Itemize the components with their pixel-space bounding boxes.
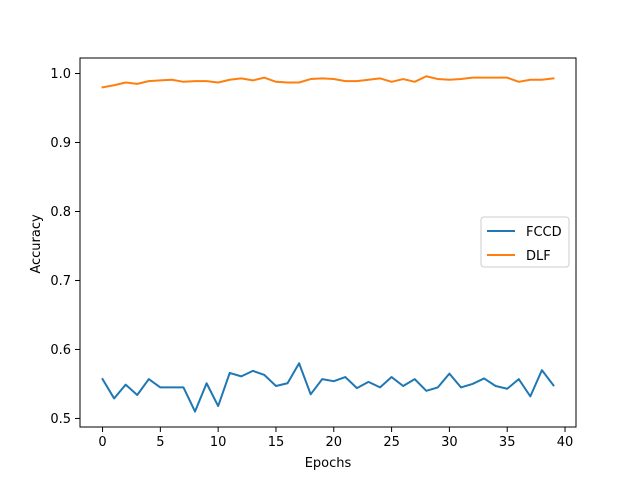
x-tick-label: 5 <box>156 435 164 450</box>
y-tick-label: 0.6 <box>50 343 71 358</box>
y-tick-label: 0.8 <box>50 205 71 220</box>
y-tick-label: 1.0 <box>50 67 71 82</box>
series-line-fccd <box>101 362 555 413</box>
y-axis-title: Accuracy <box>29 214 44 274</box>
x-tick-label: 30 <box>441 435 458 450</box>
legend-label-dlf: DLF <box>526 249 551 264</box>
legend-label-fccd: FCCD <box>526 225 562 240</box>
axes: 0 5 10 15 20 25 30 35 40 0.5 0.6 0.7 0.8 0.9 1.0 <box>50 57 577 450</box>
plot-frame <box>79 57 577 428</box>
y-tick-label: 0.9 <box>50 136 71 151</box>
x-axis-title: Epochs <box>305 456 352 471</box>
x-tick-label: 35 <box>499 435 516 450</box>
legend: FCCD DLF <box>480 216 570 268</box>
y-tick-label: 0.5 <box>50 412 71 427</box>
series-lines <box>101 75 555 413</box>
series-line-dlf <box>101 75 555 89</box>
x-tick-label: 15 <box>268 435 285 450</box>
x-tick-label: 0 <box>98 435 106 450</box>
y-tick-label: 0.7 <box>50 274 71 289</box>
x-tick-label: 20 <box>326 435 343 450</box>
x-tick-label: 25 <box>383 435 400 450</box>
x-tick-label: 40 <box>557 435 574 450</box>
x-tick-label: 10 <box>210 435 227 450</box>
